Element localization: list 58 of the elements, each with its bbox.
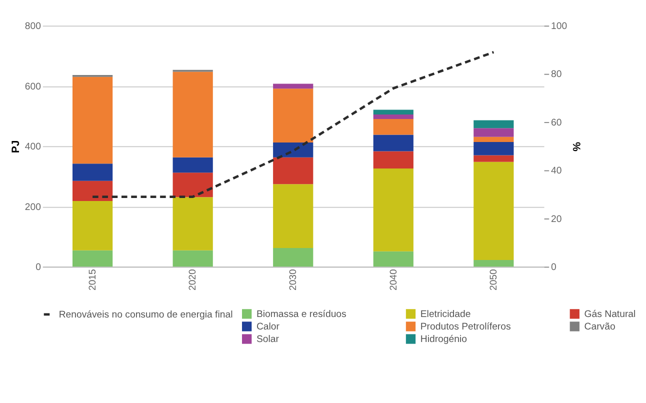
y-tick-label: 0 <box>36 262 41 274</box>
y2-tick-label: 40 <box>551 166 562 177</box>
y-tick-label: 800 <box>24 21 41 32</box>
legend-label: Carvão <box>584 321 616 332</box>
legend-label: Calor <box>256 321 280 332</box>
bar <box>172 172 213 198</box>
bar <box>474 162 514 260</box>
bar <box>373 251 414 267</box>
bar <box>72 250 113 267</box>
y2-tick-label: 100 <box>551 21 568 32</box>
y-tick-label: 600 <box>24 81 41 92</box>
y-tick-label: 200 <box>24 202 41 213</box>
x-tick-label: 2030 <box>288 269 300 291</box>
y2-axis-title: % <box>570 142 582 152</box>
x-tick-label: 2040 <box>388 269 400 291</box>
bar <box>172 197 213 250</box>
bar <box>373 114 414 120</box>
bar <box>172 157 213 173</box>
bar <box>72 201 113 250</box>
bar <box>273 157 314 184</box>
legend-label: Solar <box>256 334 280 345</box>
bar <box>72 180 113 201</box>
y2-tick-label: 20 <box>551 214 562 225</box>
bar <box>273 248 314 267</box>
y2-tick-label: 60 <box>551 117 562 128</box>
bar <box>373 168 414 252</box>
x-tick-label: 2050 <box>488 269 500 291</box>
line-series <box>91 50 495 198</box>
bar <box>474 142 514 156</box>
bar <box>373 134 414 152</box>
x-tick-label: 2020 <box>188 269 199 291</box>
bar <box>474 128 514 137</box>
bar <box>474 155 514 162</box>
bar <box>273 84 314 89</box>
legend-label: Biomassa e resíduos <box>256 308 347 320</box>
bar <box>72 164 113 181</box>
bar <box>172 250 213 267</box>
y2-tick-label: 0 <box>551 262 556 274</box>
y-axis-title: PJ <box>10 140 22 154</box>
bar <box>273 88 314 143</box>
x-tick-label: 2015 <box>87 269 98 291</box>
y2-tick-label: 80 <box>551 69 562 80</box>
legend-label: Gás Natural <box>584 308 636 320</box>
legend-label: Produtos Petrolíferos <box>420 321 511 332</box>
y-tick-label: 400 <box>24 142 41 153</box>
bar <box>474 136 514 142</box>
bar <box>72 76 113 164</box>
legend-label: Eletricidade <box>420 308 471 320</box>
bar <box>373 110 414 115</box>
bar <box>273 184 314 248</box>
bar <box>273 142 314 158</box>
bar <box>373 119 414 135</box>
bar <box>474 120 514 128</box>
legend-label: Renováveis no consumo de energia final <box>58 309 233 320</box>
bar <box>373 151 414 168</box>
legend-label: Hidrogénio <box>420 334 467 345</box>
bar <box>172 72 213 158</box>
bar <box>474 260 514 267</box>
